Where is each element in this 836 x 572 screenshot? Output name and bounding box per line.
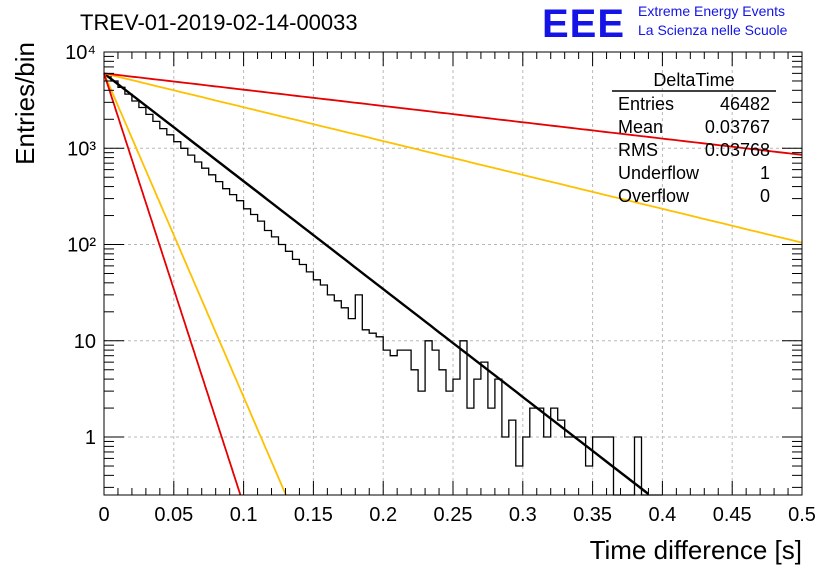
- y-tick-label: 10³: [67, 138, 96, 160]
- stats-row-label: Entries: [618, 94, 674, 114]
- stats-row-label: RMS: [618, 140, 658, 160]
- y-tick-label: 1: [85, 427, 96, 449]
- x-tick-label: 0.15: [294, 504, 333, 526]
- x-tick-label: 0.35: [573, 504, 612, 526]
- stats-row-value: 0.03767: [705, 117, 770, 137]
- logo-subtitle-2: La Scienza nelle Scuole: [638, 22, 788, 38]
- y-tick-label: 10²: [67, 235, 96, 257]
- stats-row-value: 46482: [720, 94, 770, 114]
- x-tick-label: 0.45: [713, 504, 752, 526]
- y-axis-label: Entries/bin: [10, 42, 40, 165]
- fit-line: [103, 73, 242, 496]
- histogram-outline: [104, 73, 663, 496]
- stats-row-label: Mean: [618, 117, 663, 137]
- histogram: [104, 73, 663, 496]
- x-tick-label: 0.05: [154, 504, 193, 526]
- chart-title: TREV-01-2019-02-14-00033: [80, 10, 358, 35]
- logo-subtitle-1: Extreme Energy Events: [638, 3, 786, 19]
- grid: [104, 52, 802, 495]
- stats-row-value: 1: [760, 163, 770, 183]
- eee-logo: EEE: [542, 2, 626, 46]
- stats-box-title: DeltaTime: [653, 70, 734, 90]
- x-tick-label: 0.4: [648, 504, 676, 526]
- fit-lines: [103, 72, 803, 496]
- stats-row-label: Overflow: [618, 186, 690, 206]
- fit-line: [103, 72, 803, 156]
- x-axis: 0 0.05 0.1 0.15 0.2 0.25 0.3 0.35 0.4 0.45 0.5: [98, 52, 816, 526]
- x-tick-label: 0.2: [369, 504, 397, 526]
- fit-line: [103, 72, 803, 244]
- fit-line: [103, 73, 287, 496]
- stats-row-value: 0.03768: [705, 140, 770, 160]
- x-tick-label: 0.25: [434, 504, 473, 526]
- x-tick-label: 0.5: [788, 504, 816, 526]
- stats-row-label: Underflow: [618, 163, 700, 183]
- stats-row-value: 0: [760, 186, 770, 206]
- y-tick-label: 10⁴: [65, 42, 96, 64]
- x-tick-label: 0: [98, 504, 109, 526]
- x-tick-label: 0.3: [509, 504, 537, 526]
- stats-box: DeltaTime Entries 46482 Mean 0.03767 RMS 0.037…: [612, 70, 776, 206]
- x-tick-label: 0.1: [230, 504, 258, 526]
- x-axis-label: Time difference [s]: [590, 535, 802, 565]
- fit-line: [103, 72, 650, 495]
- y-tick-label: 10: [74, 331, 96, 353]
